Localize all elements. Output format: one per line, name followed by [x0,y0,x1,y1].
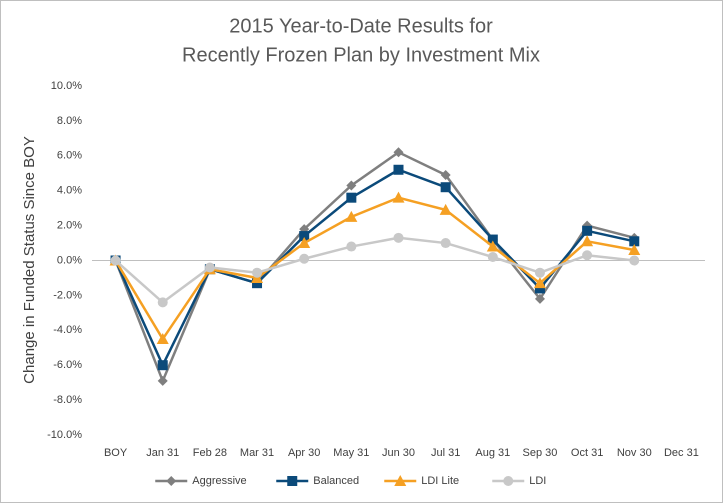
x-tick-label: May 31 [333,447,369,459]
marker [629,255,640,266]
marker [299,231,310,242]
marker [156,333,169,345]
marker [346,241,357,252]
marker [394,475,407,486]
legend-label: Balanced [313,475,359,487]
x-tick-label: Mar 31 [240,447,274,459]
marker [298,237,311,249]
marker [346,192,357,203]
series-line [114,196,635,342]
x-tick-label: Feb 28 [193,447,227,459]
series-line [114,236,635,304]
y-tick-label: 6.0% [57,150,82,162]
marker [166,476,177,486]
marker [534,267,545,278]
x-tick-label: Jul 31 [431,447,460,459]
marker [110,255,121,266]
y-axis-label: Change in Funded Status Since BOY [21,136,38,384]
marker [439,203,452,215]
y-tick-label: -8.0% [53,394,82,406]
marker [299,253,310,264]
x-tick-label: Dec 31 [664,447,699,459]
x-tick-label: Aug 31 [475,447,510,459]
marker [534,283,545,294]
x-tick-label: Nov 30 [617,447,652,459]
legend-label: Aggressive [192,475,246,487]
x-tick-label: Jun 30 [382,447,415,459]
y-tick-label: -2.0% [53,289,82,301]
marker [533,277,546,289]
marker [629,236,640,247]
marker [157,297,168,308]
y-tick-label: 4.0% [57,185,82,197]
marker [581,235,594,247]
marker [486,240,499,252]
marker [287,476,298,486]
marker [440,238,451,249]
marker [392,191,405,203]
chart-title: Recently Frozen Plan by Investment Mix [182,44,540,66]
marker [157,360,168,371]
marker [534,293,545,304]
y-tick-label: -4.0% [53,324,82,336]
marker [487,252,498,263]
marker [393,232,404,243]
marker [582,250,593,261]
y-tick-label: 10.0% [51,80,82,92]
marker [346,180,357,191]
marker [345,210,358,222]
y-tick-label: -10.0% [47,429,82,441]
marker [503,476,514,486]
legend-label: LDI [529,475,546,487]
y-tick-label: 0.0% [57,254,82,266]
x-tick-label: Sep 30 [523,447,558,459]
marker [157,375,168,386]
y-tick-label: 2.0% [57,220,82,232]
marker [393,164,404,175]
series-line [114,168,635,369]
legend-label: LDI Lite [421,475,459,487]
marker [487,234,498,245]
marker [252,267,263,278]
marker [440,169,451,180]
x-tick-label: Jan 31 [146,447,179,459]
marker [393,147,404,158]
marker [204,262,215,273]
marker [440,182,451,193]
y-tick-label: 8.0% [57,115,82,127]
x-tick-label: BOY [104,447,128,459]
chart-title: 2015 Year-to-Date Results for [229,15,493,37]
y-tick-label: -6.0% [53,359,82,371]
marker [252,278,263,289]
marker [628,244,641,256]
x-tick-label: Oct 31 [571,447,603,459]
marker [582,225,593,236]
x-tick-label: Apr 30 [288,447,320,459]
